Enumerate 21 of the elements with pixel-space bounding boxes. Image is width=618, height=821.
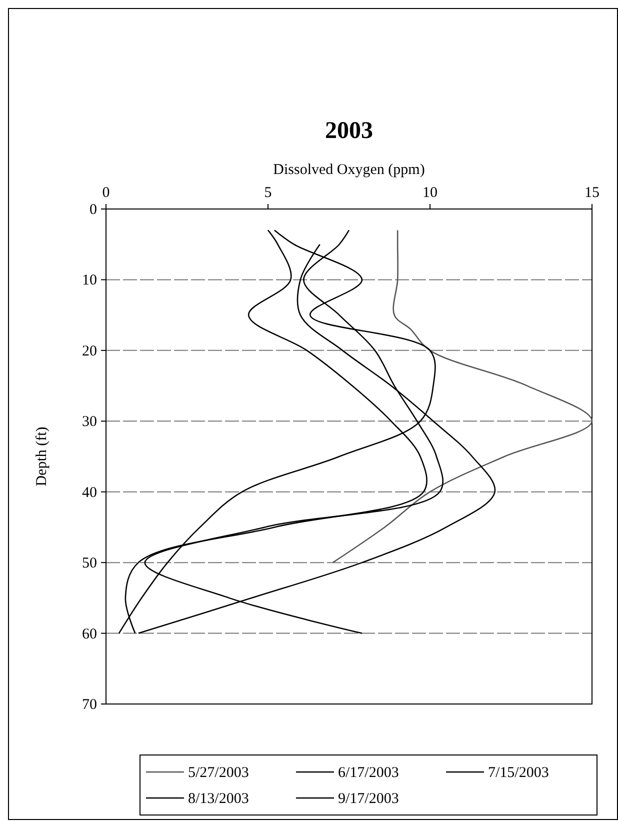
legend-label: 5/27/2003 bbox=[188, 765, 249, 781]
y-tick-label: 0 bbox=[90, 202, 97, 218]
legend-label: 8/13/2003 bbox=[188, 791, 249, 807]
legend-label: 9/17/2003 bbox=[338, 791, 399, 807]
y-tick-label: 50 bbox=[82, 556, 97, 572]
legend-label: 7/15/2003 bbox=[488, 765, 549, 781]
x-axis-title: Dissolved Oxygen (ppm) bbox=[273, 162, 425, 178]
x-tick-label: 10 bbox=[422, 185, 438, 201]
chart-title: 2003 bbox=[325, 118, 373, 144]
y-tick-label: 40 bbox=[82, 484, 97, 501]
x-tick-label: 15 bbox=[584, 185, 600, 201]
line-series bbox=[332, 230, 593, 564]
y-axis-title: Depth (ft) bbox=[34, 426, 50, 486]
legend-label: 6/17/2003 bbox=[338, 765, 399, 781]
y-tick-label: 70 bbox=[82, 697, 97, 713]
y-tick-label: 30 bbox=[82, 414, 97, 430]
x-tick-label: 0 bbox=[102, 185, 110, 201]
y-tick-label: 60 bbox=[82, 626, 97, 642]
y-tick-label: 20 bbox=[82, 343, 97, 360]
x-tick-label: 5 bbox=[264, 185, 272, 201]
y-tick-label: 10 bbox=[82, 272, 97, 289]
